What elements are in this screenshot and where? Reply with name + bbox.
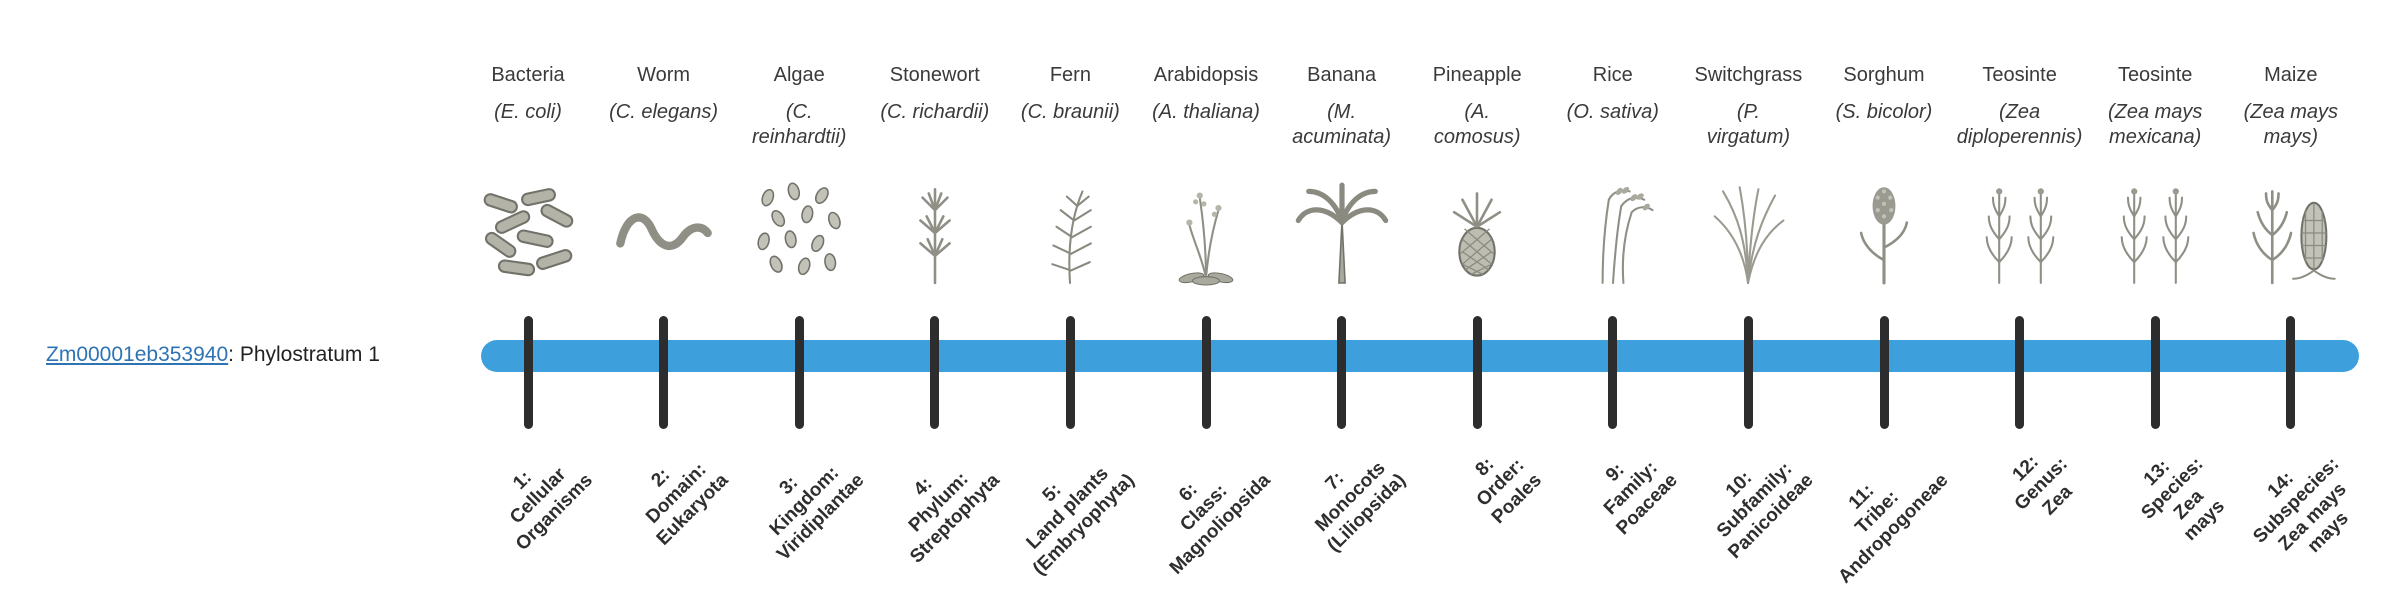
stratum-label-text: 9: Family: Poaceae [1599,457,1682,540]
taxon-common-name: Algae [773,64,825,86]
stratum-label-text: 7: Monocots (Liliopsida) [1311,457,1411,557]
taxon-scientific-name: (P. virgatum) [1706,101,1791,148]
taxon-scientific-name: (Zea mays mays) [2243,101,2339,148]
stratum-label-text: 8: Order: Poales [1471,453,1546,528]
bacteria-icon [448,170,608,288]
taxon-scientific-name: (C. elegans) [609,101,719,123]
tick-mark [659,316,669,429]
taxon-scientific-name: (O. sativa) [1566,101,1659,123]
tick-mark [1337,316,1347,429]
taxon-common-name: Fern [1049,64,1091,86]
stratum-label-text: 13: Species: Zea mays [2137,453,2230,546]
tick-mark [2015,316,2025,429]
stratum-label-text: 2: Domain: Eukaryota [642,459,733,550]
taxon-common-name: Teosinte [2117,64,2193,86]
switchgrass-icon [1668,170,1828,288]
sorghum-icon [1804,170,1964,288]
taxon-common-name: Maize [2264,64,2318,86]
stratum-label-text: 1: Cellular Organisms [506,464,597,555]
taxon-scientific-name: (E. coli) [494,101,562,123]
taxon-common-name: Switchgrass [1694,64,1803,86]
tick-mark [1472,316,1482,429]
pineapple-icon [1397,170,1557,288]
stratum-label-text: 10: Subfamily: Panicoideae [1712,458,1817,563]
tick-mark [2150,316,2160,429]
stratum-label-text: 12: Genus: Zea [2008,451,2077,520]
tick-mark [1743,316,1753,429]
taxon-common-name: Bacteria [491,64,565,86]
taxon-scientific-name: (M. acuminata) [1292,101,1392,148]
arabidopsis-icon [1126,170,1286,288]
stratum-label-text: 14: Subspecies: Zea mays mays [2249,453,2353,558]
tick-mark [1608,316,1618,429]
banana-icon [1262,170,1422,288]
stratum-label-text: 3: Kingdom: Viridiplantae [765,462,868,565]
teosinte-icon [2075,170,2235,288]
taxon-scientific-name: (C. braunii) [1020,101,1120,123]
taxon-scientific-name: (S. bicolor) [1835,101,1933,123]
fern-icon [990,170,1150,288]
tick-mark [794,316,804,429]
taxon-common-name: Banana [1307,64,1377,86]
taxon-common-name: Teosinte [1982,64,2057,86]
taxon-common-name: Stonewort [889,64,980,86]
rice-icon [1533,170,1693,288]
tick-mark [1201,316,1211,429]
taxon-common-name: Worm [637,64,691,86]
teosinte-icon [1940,170,2100,288]
taxon-scientific-name: (A. comosus) [1433,101,1521,148]
maize-icon [2211,170,2371,288]
taxon-scientific-name: (A. thaliana) [1152,101,1260,123]
gene-id-link[interactable]: Zm00001eb353940 [46,343,229,366]
stonewort-icon [855,170,1015,288]
stratum-label-text: 11: Tribe: Andropogoneae [1834,469,1953,588]
stratum-label-text: 5: Land plants (Embryophyta) [1023,463,1139,580]
algae-icon [719,170,879,288]
tick-mark [1065,316,1075,429]
taxon-common-name: Sorghum [1843,64,1925,86]
taxon-scientific-name: (C. reinhardtii) [751,101,847,148]
stratum-label-text: 6: Class: Magnoliopsida [1165,469,1275,579]
taxon-common-name: Rice [1592,64,1633,86]
taxon-common-name: Pineapple [1432,64,1522,86]
phylostratum-bar [481,340,2359,372]
taxon-scientific-name: (Zea diploperennis) [1956,101,2083,148]
taxon-scientific-name: (C. richardii) [880,101,990,123]
taxon-common-name: Arabidopsis [1153,64,1259,86]
taxon-scientific-name: (Zea mays mexicana) [2107,101,2203,148]
worm-icon [584,170,744,288]
tick-mark [2286,316,2296,429]
phylostratum-text: : Phylostratum 1 [228,343,380,366]
tick-mark [523,316,533,429]
tick-mark [930,316,940,429]
tick-mark [1879,316,1889,429]
stratum-label-text: 4: Phylum: Streptophyta [904,468,1004,568]
gene-label: Zm00001eb353940: Phylostratum 1 [46,343,380,367]
